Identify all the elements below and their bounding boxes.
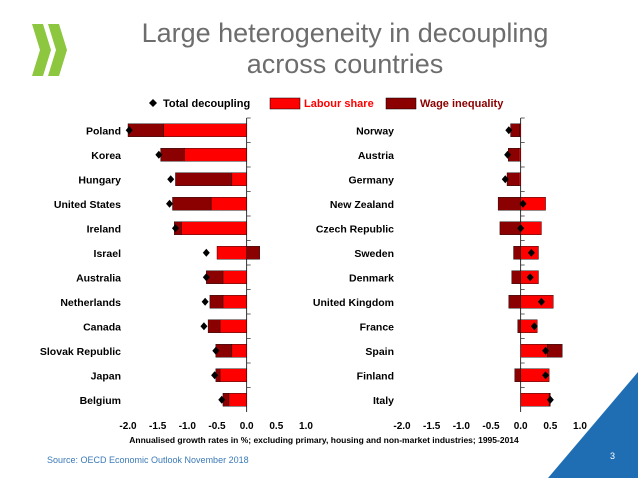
total-decoupling-marker bbox=[542, 346, 550, 355]
bar-wage-inequality bbox=[246, 246, 260, 260]
legend-labour-label: Labour share bbox=[304, 98, 374, 110]
legend-total-marker bbox=[149, 99, 157, 107]
legend-total-label: Total decoupling bbox=[163, 98, 250, 110]
slide-title-line-1: Large heterogeneity in decoupling bbox=[141, 18, 549, 48]
category-label: United States bbox=[54, 199, 121, 211]
category-label: Sweden bbox=[354, 248, 394, 260]
x-tick-label: 0.0 bbox=[240, 421, 254, 432]
total-decoupling-marker bbox=[212, 346, 220, 355]
x-tick-label: 1.0 bbox=[573, 421, 587, 432]
x-tick-label: -1.5 bbox=[149, 421, 167, 432]
total-decoupling-marker bbox=[501, 175, 509, 184]
total-decoupling-marker bbox=[504, 150, 512, 159]
total-decoupling-marker bbox=[505, 126, 513, 135]
category-label: Netherlands bbox=[60, 297, 121, 309]
category-label: Finland bbox=[357, 370, 394, 382]
x-tick-label: 0.5 bbox=[269, 421, 283, 432]
bar-wage-inequality bbox=[517, 319, 521, 333]
chart-panel-2: Norway Austria Germany New Zealand Czech Rep… bbox=[313, 117, 587, 432]
total-decoupling-marker bbox=[200, 322, 208, 331]
category-label: Italy bbox=[373, 395, 394, 407]
total-decoupling-marker bbox=[537, 297, 545, 306]
total-decoupling-marker bbox=[166, 199, 174, 208]
page-number: 3 bbox=[610, 451, 616, 461]
total-decoupling-marker bbox=[171, 224, 179, 233]
category-label: Canada bbox=[83, 321, 121, 333]
category-label: United Kingdom bbox=[313, 297, 394, 309]
bar-wage-inequality bbox=[513, 246, 521, 260]
bar-wage-inequality bbox=[514, 368, 521, 382]
category-label: Korea bbox=[91, 150, 121, 162]
category-label: Australia bbox=[76, 272, 121, 284]
category-label: Spain bbox=[365, 346, 394, 358]
total-decoupling-marker bbox=[546, 395, 554, 404]
total-decoupling-marker bbox=[530, 322, 538, 331]
x-axis-title: Annualised growth rates in %; excluding … bbox=[129, 435, 519, 445]
category-label: New Zealand bbox=[330, 199, 394, 211]
total-decoupling-marker bbox=[218, 395, 226, 404]
bar-wage-inequality bbox=[511, 270, 521, 284]
x-tick-label: -0.5 bbox=[208, 421, 226, 432]
total-decoupling-marker bbox=[542, 371, 550, 380]
logo-stripe bbox=[48, 24, 67, 76]
category-label: Austria bbox=[358, 150, 394, 162]
bar-wage-inequality bbox=[508, 295, 521, 309]
total-decoupling-marker bbox=[211, 371, 219, 380]
category-label: Ireland bbox=[87, 223, 121, 235]
total-decoupling-marker bbox=[201, 297, 209, 306]
category-label: Japan bbox=[91, 370, 121, 382]
x-tick-label: -0.5 bbox=[482, 421, 500, 432]
chart-panel-1: Poland Korea Hungary United States Ireland Is… bbox=[40, 117, 313, 432]
corner-triangle bbox=[548, 372, 638, 478]
bar-wage-inequality bbox=[209, 295, 224, 309]
total-decoupling-marker bbox=[202, 248, 210, 257]
legend-labour-swatch bbox=[269, 97, 301, 110]
total-decoupling-marker bbox=[125, 126, 133, 135]
total-decoupling-marker bbox=[526, 273, 534, 282]
oecd-logo bbox=[32, 24, 67, 76]
x-tick-label: -1.0 bbox=[179, 421, 197, 432]
slide-title: Large heterogeneity in decoupling across… bbox=[95, 18, 595, 80]
category-label: Poland bbox=[86, 125, 121, 137]
logo-stripe bbox=[32, 24, 51, 76]
x-tick-label: -1.5 bbox=[423, 421, 441, 432]
total-decoupling-marker bbox=[517, 224, 525, 233]
total-decoupling-marker bbox=[519, 199, 527, 208]
category-label: Hungary bbox=[78, 174, 121, 186]
chart-legend: Total decoupling Labour share Wage inequ… bbox=[149, 97, 504, 110]
x-tick-label: -1.0 bbox=[453, 421, 471, 432]
legend-wage-label: Wage inequality bbox=[420, 98, 504, 110]
slide-title-line-2: across countries bbox=[246, 49, 444, 79]
total-decoupling-marker bbox=[527, 248, 535, 257]
category-label: Slovak Republic bbox=[40, 346, 121, 358]
x-tick-label: 1.0 bbox=[299, 421, 313, 432]
bar-wage-inequality bbox=[207, 319, 221, 333]
category-label: Germany bbox=[348, 174, 394, 186]
total-decoupling-marker bbox=[155, 150, 163, 159]
x-tick-label: 0.5 bbox=[543, 421, 557, 432]
category-label: Denmark bbox=[349, 272, 394, 284]
bar-wage-inequality bbox=[175, 172, 233, 186]
category-label: Belgium bbox=[80, 395, 121, 407]
legend-wage-swatch bbox=[385, 97, 417, 110]
category-label: France bbox=[360, 321, 395, 333]
x-tick-label: -2.0 bbox=[393, 421, 411, 432]
category-label: Czech Republic bbox=[316, 223, 394, 235]
category-label: Israel bbox=[94, 248, 122, 260]
total-decoupling-marker bbox=[202, 273, 210, 282]
total-decoupling-marker bbox=[167, 175, 175, 184]
x-tick-label: 0.0 bbox=[514, 421, 528, 432]
category-label: Norway bbox=[356, 125, 394, 137]
x-tick-label: -2.0 bbox=[119, 421, 137, 432]
source-note: Source: OECD Economic Outlook November 2… bbox=[47, 455, 249, 465]
